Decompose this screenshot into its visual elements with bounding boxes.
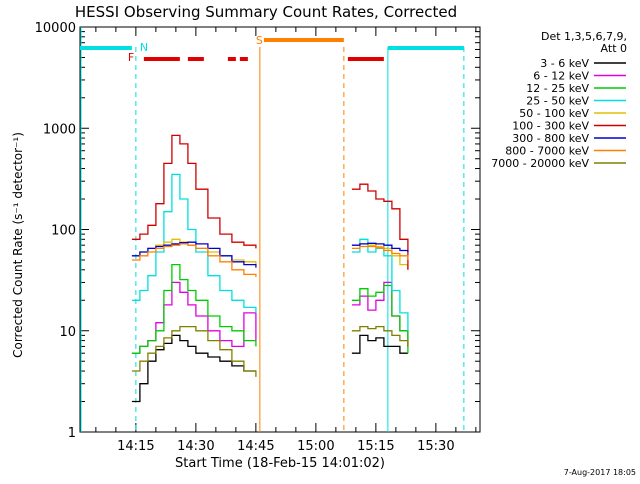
series-line [131,243,257,277]
legend-label: 7000 - 20000 keV [491,157,589,170]
series-line [131,334,256,403]
legend-label: 25 - 50 keV [526,95,589,108]
legend-label: 300 - 800 keV [512,132,589,145]
series-line [131,325,257,377]
x-tick-label: 14:45 [237,439,274,454]
legend-label: 50 - 100 keV [519,107,589,120]
x-tick-label: 14:15 [117,439,154,454]
series-line [351,284,409,354]
series-line [131,134,257,249]
y-axis-label: Corrected Count Rate (s⁻¹ detector⁻¹) [11,132,25,358]
legend-label: 3 - 6 keV [540,57,589,70]
series-line [131,173,257,313]
legend-attenuator-label: Att 0 [601,42,627,55]
y-tick-label: 1000 [43,122,76,137]
x-tick-label: 15:15 [357,439,394,454]
annotation-f: F [128,51,134,64]
series-line [351,325,409,347]
series-line [131,263,257,354]
legend-label: 800 - 7000 keV [505,145,589,158]
legend-label: 12 - 25 keV [526,82,589,95]
y-tick-label: 1 [68,426,76,441]
x-axis-label: Start Time (18-Feb-15 14:01:02) [175,456,385,471]
x-tick-label: 15:00 [297,439,334,454]
y-tick-label: 10 [59,325,76,340]
x-tick-label: 14:30 [177,439,214,454]
chart-title: HESSI Observing Summary Count Rates, Cor… [75,3,457,21]
legend-label: 100 - 300 keV [512,120,589,133]
x-tick-label: 15:30 [417,439,454,454]
y-tick-label: 100 [51,224,76,239]
annotation-n: N [140,41,148,54]
series-line [351,245,409,260]
legend-detector-label: Det 1,3,5,6,7,9, [541,30,627,43]
annotation-s: S [256,34,263,47]
legend-label: 6 - 12 keV [533,70,589,83]
series-line [131,241,257,268]
series-line [351,183,409,270]
series-line [351,334,408,354]
footer-timestamp: 7-Aug-2017 18:05 [564,468,636,477]
series-line [351,242,409,252]
y-tick-label: 10000 [35,21,76,36]
